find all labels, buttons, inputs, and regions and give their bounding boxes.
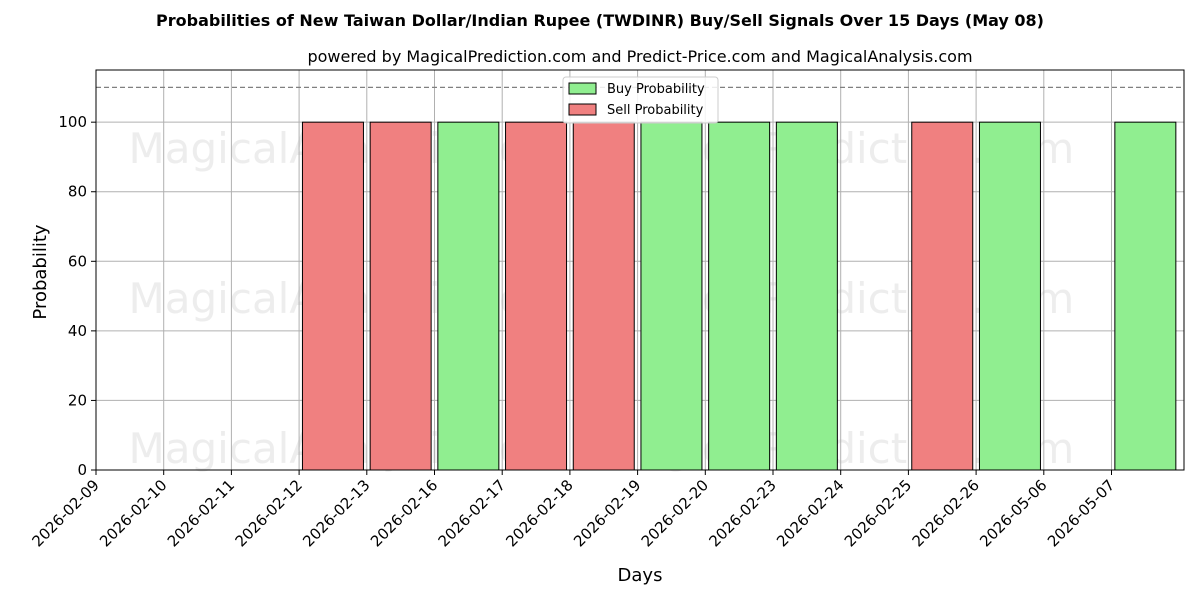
y-axis-label: Probability [30,224,51,319]
legend-box [562,76,719,124]
chart-title: Probabilities of New Taiwan Dollar/India… [156,11,1044,30]
x-axis-label: Days [618,565,663,586]
x-tick-label: 2026-02-25 [841,476,915,550]
x-tick-label: 2026-02-17 [435,476,509,550]
bar-sell-probability [369,121,432,471]
x-tick-label: 2026-02-09 [28,476,102,550]
x-tick-label: 2026-02-11 [164,476,238,550]
chart-subtitle: powered by MagicalPrediction.com and Pre… [307,47,972,66]
x-tick-label: 2026-02-24 [773,476,847,550]
legend-label: Buy Probability [607,82,705,97]
bar-buy-probability [1114,121,1177,471]
x-tick-label: 2026-02-16 [367,476,441,550]
bar-buy-probability [708,121,771,471]
x-tick-label: 2026-02-23 [705,476,779,550]
y-tick-label: 100 [58,113,87,131]
bar-buy-probability [437,121,500,471]
x-tick-label: 2026-05-07 [1044,476,1118,550]
x-tick-label: 2026-02-26 [909,476,983,550]
bar-sell-probability [301,121,364,471]
y-tick-label: 80 [68,183,87,201]
y-tick-label: 20 [68,391,87,409]
x-tick-label: 2026-02-12 [232,476,306,550]
y-tick-label: 60 [68,252,87,270]
bar-layer [301,121,1177,471]
legend-label: Sell Probability [607,103,704,118]
x-tick-label: 2026-02-13 [299,476,373,550]
bar-buy-probability [978,121,1041,471]
x-tick-label: 2026-02-18 [502,476,576,550]
legend: Buy Probability Sell Probability [562,76,719,124]
legend-swatch [568,103,597,116]
x-tick-label: 2026-02-20 [638,476,712,550]
y-tick-label: 0 [77,461,87,479]
plot-frame [95,69,1185,471]
x-tick-label: 2026-05-06 [976,476,1050,550]
legend-swatch [568,82,597,95]
x-tick-label: 2026-02-10 [96,476,170,550]
bar-sell-probability [911,121,974,471]
y-tick-label: 40 [68,322,87,340]
x-tick-label: 2026-02-19 [570,476,644,550]
bar-buy-probability [640,121,703,471]
bar-sell-probability [572,121,635,471]
bar-buy-probability [775,121,838,471]
bar-sell-probability [505,121,568,471]
